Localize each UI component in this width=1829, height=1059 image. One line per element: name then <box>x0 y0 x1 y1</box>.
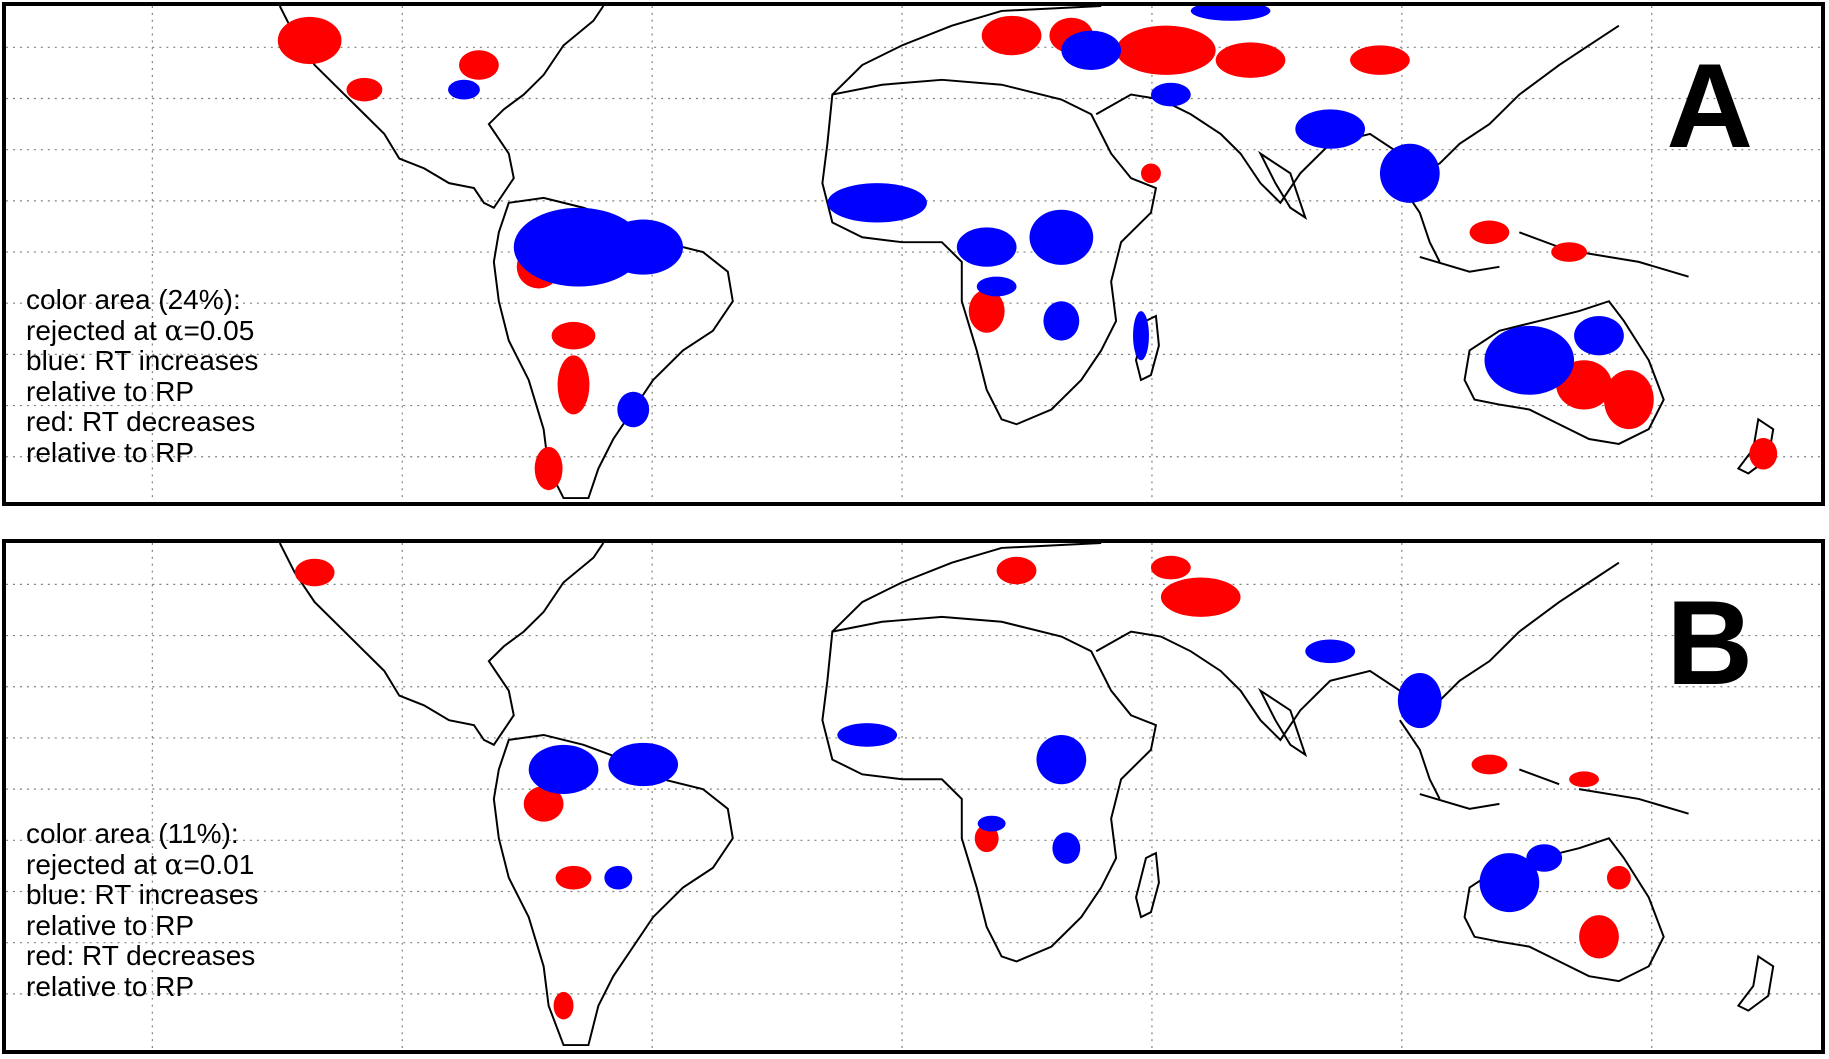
legend-blue-sub: relative to RP <box>26 909 195 941</box>
legend-blue: blue: RT increases <box>26 345 259 376</box>
increase-regions-a <box>448 6 1624 428</box>
map-panel-b: B color area (11%): rejected at α=0.01 b… <box>2 539 1825 1054</box>
legend-red-sub: relative to RP <box>26 436 195 468</box>
legend-color-area: color area (24%): <box>26 284 241 315</box>
legend-rejected: rejected at α=0.05 <box>26 313 255 347</box>
panel-label-b: B <box>1666 576 1753 710</box>
legend-blue-sub: relative to RP <box>26 375 195 407</box>
world-map-b <box>6 543 1821 1050</box>
legend-red-sub: relative to RP <box>26 970 195 1002</box>
alpha-symbol: α <box>164 313 184 347</box>
world-map-a <box>6 6 1821 502</box>
legend-red: red: RT decreases <box>26 406 256 437</box>
legend-red: red: RT decreases <box>26 940 256 971</box>
graticule-b <box>6 543 1821 1050</box>
decrease-regions-b <box>294 555 1631 1020</box>
coastlines-b <box>278 543 1775 1047</box>
decrease-regions-a <box>277 15 1778 491</box>
legend-color-area: color area (11%): <box>26 818 239 849</box>
panel-label-a: A <box>1666 39 1753 173</box>
graticule-a <box>6 6 1821 502</box>
legend-a: color area (24%): rejected at α=0.05 blu… <box>26 284 259 468</box>
legend-b: color area (11%): rejected at α=0.01 blu… <box>26 818 259 1002</box>
map-panel-a: A color area (24%): rejected at α=0.05 b… <box>2 2 1825 506</box>
coastlines-a <box>278 6 1775 500</box>
increase-regions-b <box>528 639 1563 913</box>
legend-rejected: rejected at α=0.01 <box>26 847 255 881</box>
alpha-symbol: α <box>164 847 184 881</box>
legend-blue: blue: RT increases <box>26 879 259 910</box>
